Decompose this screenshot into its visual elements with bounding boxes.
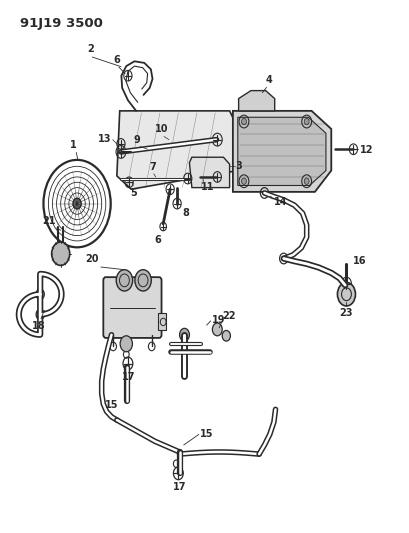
Circle shape [52, 242, 70, 265]
Circle shape [179, 328, 189, 341]
Text: 12: 12 [359, 146, 373, 155]
Text: 91J19 3500: 91J19 3500 [20, 17, 102, 30]
Text: 13: 13 [98, 134, 111, 143]
Circle shape [135, 270, 151, 291]
Text: 6: 6 [113, 55, 120, 65]
Polygon shape [158, 313, 166, 330]
Text: 2: 2 [87, 44, 94, 54]
Text: 14: 14 [273, 197, 287, 207]
Text: 17: 17 [122, 372, 135, 382]
Text: 9: 9 [134, 135, 140, 145]
Circle shape [241, 118, 246, 125]
Text: 21: 21 [43, 216, 56, 226]
Text: 7: 7 [149, 161, 155, 172]
Polygon shape [232, 111, 330, 192]
Polygon shape [238, 91, 274, 111]
Text: 1: 1 [70, 140, 76, 150]
Text: 6: 6 [154, 235, 161, 245]
Circle shape [36, 289, 44, 300]
Text: 5: 5 [130, 188, 136, 198]
Text: 4: 4 [265, 75, 271, 85]
Circle shape [222, 330, 230, 341]
Circle shape [303, 118, 308, 125]
Text: 8: 8 [182, 208, 189, 218]
Text: 15: 15 [200, 430, 213, 439]
FancyBboxPatch shape [103, 277, 161, 338]
Text: 20: 20 [85, 254, 98, 264]
Circle shape [73, 198, 81, 209]
Polygon shape [237, 117, 325, 185]
Text: 19: 19 [212, 315, 225, 325]
Circle shape [116, 270, 133, 291]
Text: 23: 23 [339, 308, 352, 318]
Circle shape [36, 309, 44, 320]
Text: 18: 18 [32, 321, 46, 331]
Text: 11: 11 [200, 182, 214, 192]
Text: 10: 10 [155, 124, 168, 134]
Text: 15: 15 [104, 400, 118, 410]
Circle shape [120, 336, 132, 352]
Circle shape [241, 178, 246, 184]
Polygon shape [189, 157, 229, 188]
Circle shape [337, 282, 355, 306]
Polygon shape [117, 111, 237, 189]
Text: 16: 16 [353, 256, 366, 266]
Circle shape [212, 323, 222, 336]
Text: 17: 17 [173, 482, 186, 492]
Text: 3: 3 [235, 161, 242, 171]
Circle shape [303, 178, 308, 184]
Text: 22: 22 [222, 311, 235, 321]
